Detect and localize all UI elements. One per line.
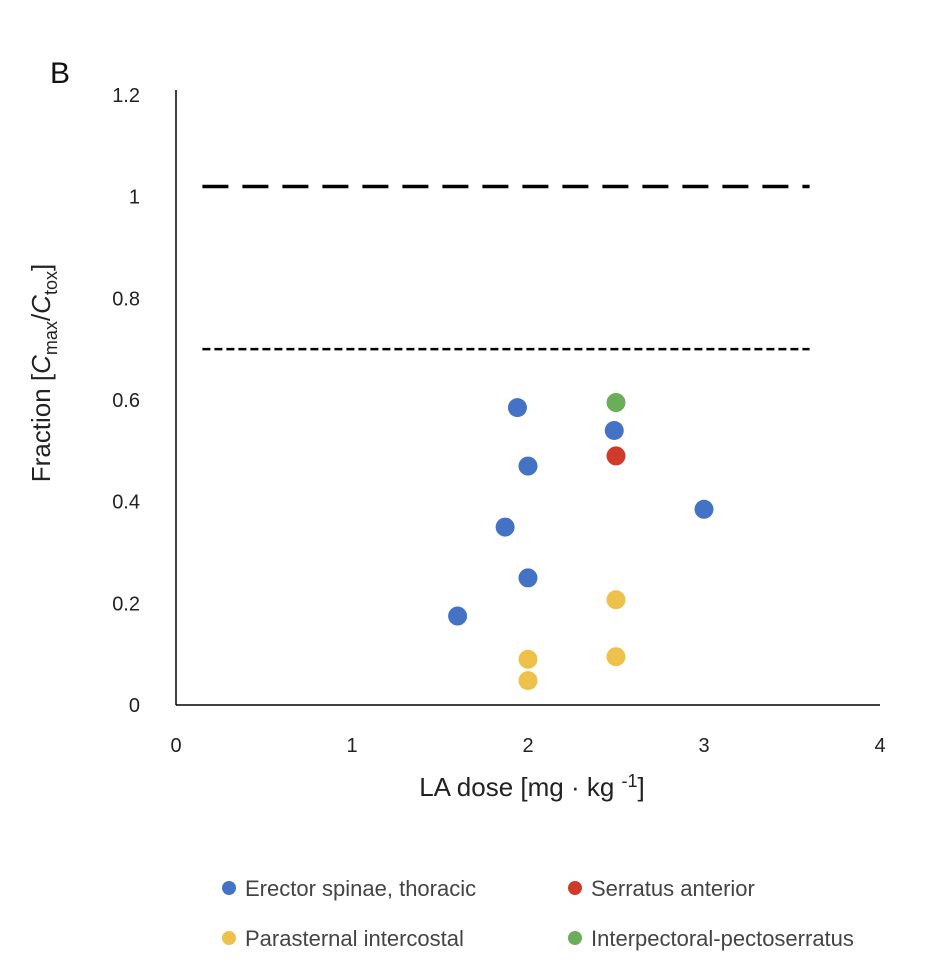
legend-label: Serratus anterior [591,876,755,901]
data-points [448,393,714,691]
legend-label: Parasternal intercostal [245,926,464,951]
data-point [518,568,538,588]
data-point [694,499,714,519]
data-point [604,421,624,440]
data-point [606,590,626,610]
y-tick-label: 0.2 [112,593,140,615]
legend-label: Erector spinae, thoracic [245,876,476,901]
y-tick-label: 0.8 [112,288,140,310]
y-tick-label: 0.4 [112,492,140,514]
legend-marker [568,881,582,895]
panel-label: B [50,57,70,90]
legend-marker [222,881,236,895]
legend-label: Interpectoral-pectoserratus [591,926,854,951]
x-unit-close: ] [638,772,645,802]
data-point [495,517,515,537]
y-tick-label: 1.2 [112,85,140,107]
data-point [518,671,538,691]
legend-marker [568,931,582,945]
legend: Erector spinae, thoracic Serratus anterio… [222,876,854,951]
reference-lines [202,184,810,351]
x-axis-title: LA dose [mg · kg -1] [419,771,645,802]
data-point [606,647,626,667]
data-point [518,649,538,669]
y-tick-labels: 0 0.2 0.4 0.6 0.8 1 1.2 [112,85,140,717]
x-tick-labels: 0 1 2 3 4 [170,735,885,757]
y-sub-tox: tox [41,271,61,295]
x-tick-label: 4 [874,735,885,757]
x-tick-label: 1 [346,735,357,757]
y-tick-label: 0 [129,695,140,717]
data-point [606,393,626,413]
x-tick-label: 3 [698,735,709,757]
x-unit-exponent: -1 [622,771,638,791]
x-tick-label: 2 [522,735,533,757]
x-tick-label: 0 [170,735,181,757]
data-point [518,456,538,476]
legend-marker [222,931,236,945]
y-sub-max: max [41,321,61,355]
y-tick-label: 1 [129,187,140,209]
data-point [448,606,468,626]
y-axis-title: Fraction [Cmax/Ctox] [26,264,61,482]
data-point [606,446,626,466]
data-point [507,398,527,418]
y-tick-label: 0.6 [112,390,140,412]
